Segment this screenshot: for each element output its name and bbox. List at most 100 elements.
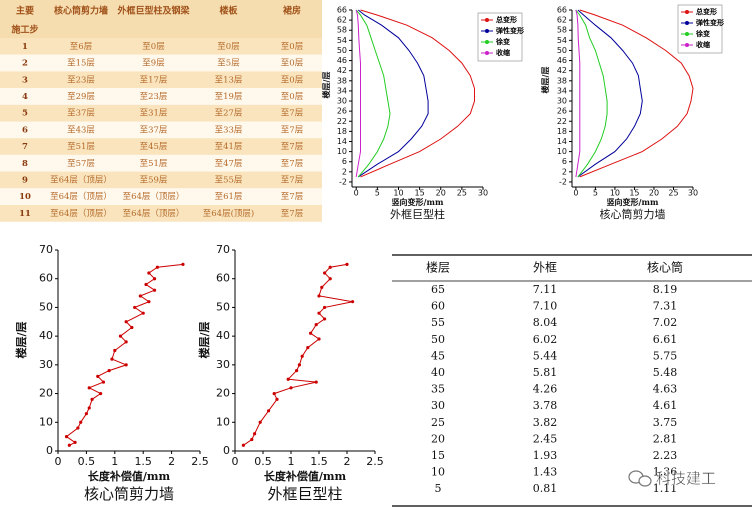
legend-marker xyxy=(485,29,489,33)
table-cell: 至57层 xyxy=(67,159,95,169)
data-point xyxy=(323,271,327,275)
header-cell: 外框巨型柱及钢梁 xyxy=(116,5,190,17)
data-point xyxy=(124,363,128,367)
table-cell: 至64层(顶层) xyxy=(203,208,254,219)
data-point xyxy=(272,391,276,396)
table-cell: 至0层 xyxy=(142,42,164,52)
x-tick-label: 10 xyxy=(393,189,403,198)
y-axis-label: 楼层/层 xyxy=(197,321,211,358)
y-tick-label: 58 xyxy=(557,26,567,35)
data-point xyxy=(241,443,245,447)
table-cell: 至43层 xyxy=(67,125,95,135)
table-row-bg xyxy=(0,54,322,72)
table-cell: 1.11 xyxy=(653,482,678,495)
legend-marker xyxy=(485,18,489,22)
data-line xyxy=(575,9,581,177)
y-tick-label: 34 xyxy=(337,86,347,95)
y-tick-label: 14 xyxy=(337,137,347,146)
chart-title: 核心筒剪力墙 xyxy=(600,207,666,221)
x-tick-label: 2 xyxy=(344,455,351,468)
table-cell: 8 xyxy=(22,159,28,169)
y-tick-label: 0 xyxy=(46,444,53,457)
watermark: 科技建工 xyxy=(656,470,716,488)
x-axis-label: 长度补偿值/mm xyxy=(88,469,171,483)
legend-label: 总变形 xyxy=(496,15,517,24)
table-row-bg xyxy=(0,88,322,105)
table-cell: 5 xyxy=(22,109,28,119)
data-point xyxy=(141,311,145,315)
legend-label: 徐变 xyxy=(695,29,710,38)
data-point xyxy=(152,288,157,292)
table-cell: 65 xyxy=(431,283,445,296)
table-cell: 4.61 xyxy=(653,399,678,412)
table-cell: 10 xyxy=(431,466,445,479)
table-cell: 7.11 xyxy=(533,283,558,296)
x-tick-label: 0 xyxy=(55,455,62,468)
data-point xyxy=(90,397,94,401)
table-cell: 至51层 xyxy=(140,159,168,169)
y-tick-label: 38 xyxy=(557,76,567,85)
legend-label: 收缩 xyxy=(696,40,710,49)
table-cell: 至23层 xyxy=(67,75,95,85)
table-row-bg xyxy=(0,205,322,222)
y-axis-label: 楼层/层 xyxy=(14,321,28,358)
data-point xyxy=(320,285,324,289)
table-cell: 至64层（顶层） xyxy=(50,208,112,219)
data-point xyxy=(345,262,349,266)
data-point xyxy=(351,300,355,304)
header-cell: 核心筒剪力墙 xyxy=(54,5,108,17)
table-cell: 3 xyxy=(22,75,28,85)
data-point xyxy=(152,277,157,281)
x-tick-label: 0 xyxy=(354,189,359,198)
table-cell: 15 xyxy=(431,449,445,462)
table-cell: 至29层 xyxy=(67,92,95,102)
y-tick-label: 10 xyxy=(216,415,230,428)
table-cell: 至7层 xyxy=(281,192,303,202)
data-point xyxy=(300,354,304,358)
y-tick-label: 10 xyxy=(39,415,53,428)
chart: 0 10 20 30 40 50 60 70 0 0.5 1 1.5 2 2.5 长度补偿值/mm 外框巨型柱… xyxy=(197,243,384,503)
y-tick-label: 2 xyxy=(562,167,567,176)
table-cell: 至7层 xyxy=(281,159,303,169)
data-point xyxy=(87,386,91,390)
x-tick-label: 15 xyxy=(415,189,425,198)
data-point xyxy=(96,374,100,378)
y-tick-label: 50 xyxy=(337,46,347,55)
table-cell: 至7层 xyxy=(281,175,303,185)
chart-title: 外框巨型柱 xyxy=(267,485,342,503)
y-tick-label: 40 xyxy=(39,329,53,342)
y-tick-label: 6 xyxy=(342,157,347,166)
y-tick-label: 6 xyxy=(562,157,567,166)
table-cell: 至9层 xyxy=(142,59,164,69)
table-header: 楼层 xyxy=(426,260,450,275)
table-cell: 至0层 xyxy=(217,42,239,52)
table-cell: 至7层 xyxy=(281,125,303,135)
data-point xyxy=(138,294,142,298)
y-tick-label: 50 xyxy=(216,300,230,313)
data-line xyxy=(243,263,353,446)
y-tick-label: -2 xyxy=(559,177,567,186)
data-point xyxy=(250,437,254,442)
data-point xyxy=(110,357,114,361)
data-point xyxy=(314,380,318,384)
legend-label: 弹性变形 xyxy=(696,18,724,27)
table-cell: 至27层 xyxy=(215,109,243,119)
table-cell: 2 xyxy=(22,59,28,69)
x-tick-label: 10 xyxy=(610,189,620,198)
table-cell: 7.02 xyxy=(653,316,678,329)
data-point xyxy=(317,337,321,341)
data-point xyxy=(289,386,293,390)
y-tick-label: 50 xyxy=(39,300,53,313)
x-tick-label: 25 xyxy=(668,189,678,198)
x-tick-label: 20 xyxy=(436,189,446,198)
table-cell: 7 xyxy=(22,142,28,152)
table-header: 核心筒 xyxy=(647,260,683,275)
table-cell: 9 xyxy=(22,175,28,185)
data-point xyxy=(130,325,134,330)
y-tick-label: 54 xyxy=(557,36,567,45)
y-tick-label: 42 xyxy=(337,66,347,75)
table-row-bg xyxy=(0,154,322,172)
data-point xyxy=(84,412,88,416)
y-tick-label: 22 xyxy=(557,117,567,126)
table-row-bg xyxy=(0,138,322,155)
